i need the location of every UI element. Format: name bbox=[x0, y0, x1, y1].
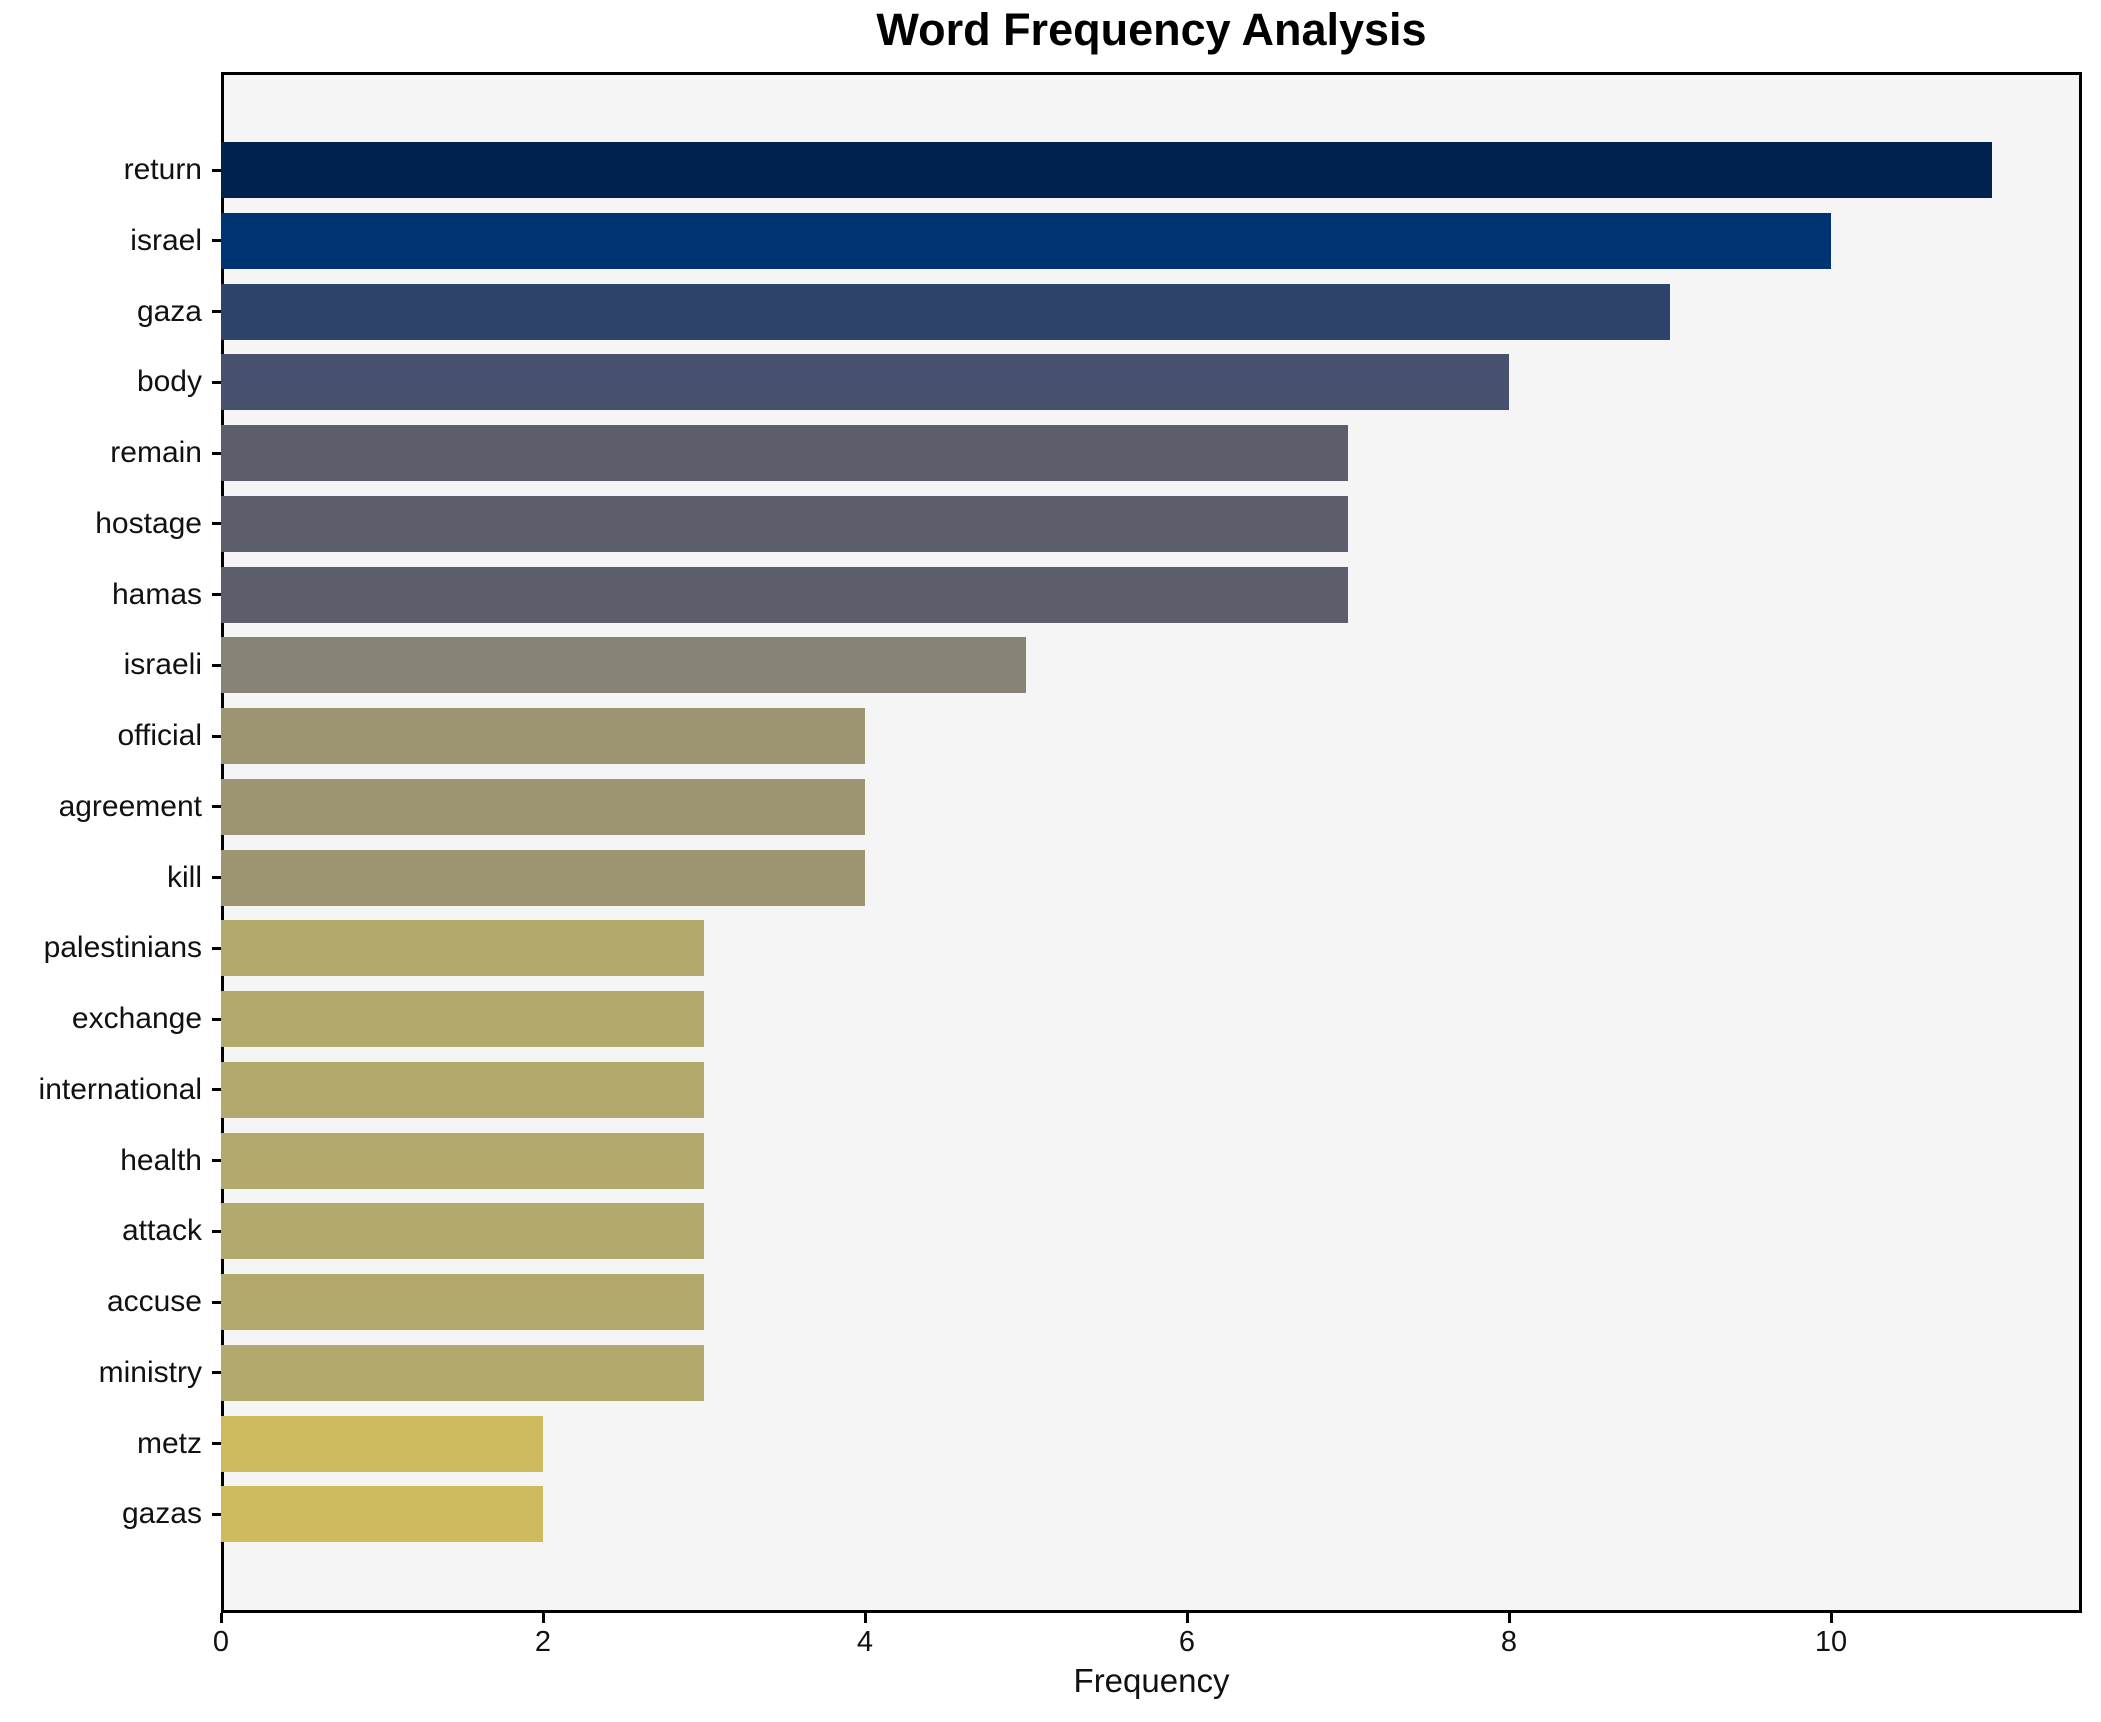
bar-israeli bbox=[221, 637, 1026, 694]
y-tick-label-international: international bbox=[38, 1072, 202, 1106]
y-tick-label-gaza: gaza bbox=[136, 294, 202, 328]
y-tick bbox=[212, 876, 221, 879]
y-tick bbox=[212, 805, 221, 809]
bar-international bbox=[221, 1061, 704, 1118]
y-tick bbox=[212, 1300, 221, 1304]
bar-agreement bbox=[221, 778, 865, 835]
y-tick-label-official: official bbox=[117, 719, 203, 752]
y-tick-label-hostage: hostage bbox=[95, 506, 202, 540]
y-tick bbox=[212, 239, 221, 243]
bar-ministry bbox=[221, 1344, 704, 1401]
x-tick bbox=[863, 1613, 867, 1623]
bar-exchange bbox=[221, 991, 704, 1047]
bar-metz bbox=[221, 1415, 543, 1472]
y-tick-label-accuse: accuse bbox=[106, 1285, 202, 1318]
bar-body bbox=[221, 354, 1509, 411]
bar-gazas bbox=[221, 1486, 543, 1543]
bar-hostage bbox=[221, 495, 1348, 552]
y-tick bbox=[212, 946, 221, 950]
x-tick bbox=[1507, 1613, 1511, 1623]
y-tick bbox=[212, 1512, 221, 1516]
y-tick bbox=[212, 1159, 221, 1162]
y-tick bbox=[212, 380, 221, 384]
y-tick-label-israeli: israeli bbox=[123, 648, 202, 682]
bar-accuse bbox=[221, 1274, 704, 1330]
bar-return bbox=[221, 142, 1992, 198]
x-tick-label-10: 10 bbox=[1814, 1626, 1848, 1658]
y-tick bbox=[212, 593, 221, 596]
y-tick-label-remain: remain bbox=[110, 436, 202, 469]
y-tick bbox=[212, 1371, 221, 1375]
y-tick-label-health: health bbox=[120, 1143, 202, 1177]
y-tick bbox=[212, 451, 221, 455]
y-tick-label-ministry: ministry bbox=[98, 1355, 202, 1389]
x-tick-label-8: 8 bbox=[1500, 1626, 1518, 1658]
x-tick-label-0: 0 bbox=[212, 1626, 230, 1658]
bar-attack bbox=[221, 1203, 704, 1260]
bar-official bbox=[221, 708, 865, 764]
bar-palestinians bbox=[221, 920, 704, 977]
x-tick bbox=[219, 1613, 223, 1623]
y-tick-label-return: return bbox=[123, 153, 202, 186]
bar-kill bbox=[221, 849, 865, 906]
y-tick-label-hamas: hamas bbox=[111, 577, 202, 611]
y-tick bbox=[212, 168, 221, 172]
x-tick-label-6: 6 bbox=[1178, 1626, 1196, 1658]
x-tick-label-4: 4 bbox=[856, 1626, 874, 1658]
y-tick bbox=[212, 1017, 221, 1021]
x-axis-title: Frequency bbox=[1073, 1662, 1230, 1699]
y-tick-label-body: body bbox=[136, 365, 202, 399]
chart-title: Word Frequency Analysis bbox=[876, 4, 1427, 55]
y-tick bbox=[212, 1442, 221, 1445]
y-tick-label-gazas: gazas bbox=[121, 1497, 202, 1531]
y-tick-label-palestinians: palestinians bbox=[43, 931, 202, 965]
y-tick-label-kill: kill bbox=[167, 860, 202, 894]
x-tick bbox=[1185, 1613, 1189, 1623]
y-tick-label-israel: israel bbox=[130, 223, 202, 257]
y-tick bbox=[212, 663, 221, 667]
y-tick bbox=[212, 522, 221, 526]
y-tick-label-agreement: agreement bbox=[58, 789, 202, 823]
y-tick bbox=[212, 1229, 221, 1233]
bar-health bbox=[221, 1132, 704, 1189]
bar-gaza bbox=[221, 283, 1670, 340]
bar-israel bbox=[221, 212, 1831, 269]
y-tick bbox=[212, 310, 221, 313]
bar-hamas bbox=[221, 566, 1348, 623]
y-tick bbox=[212, 734, 221, 738]
x-tick bbox=[541, 1613, 545, 1623]
y-tick-label-metz: metz bbox=[136, 1426, 202, 1460]
x-tick bbox=[1829, 1613, 1833, 1623]
y-tick-label-exchange: exchange bbox=[71, 1002, 202, 1035]
x-tick-label-2: 2 bbox=[534, 1626, 552, 1658]
bar-remain bbox=[221, 425, 1348, 481]
y-tick bbox=[212, 1088, 221, 1092]
y-tick-label-attack: attack bbox=[121, 1214, 202, 1248]
